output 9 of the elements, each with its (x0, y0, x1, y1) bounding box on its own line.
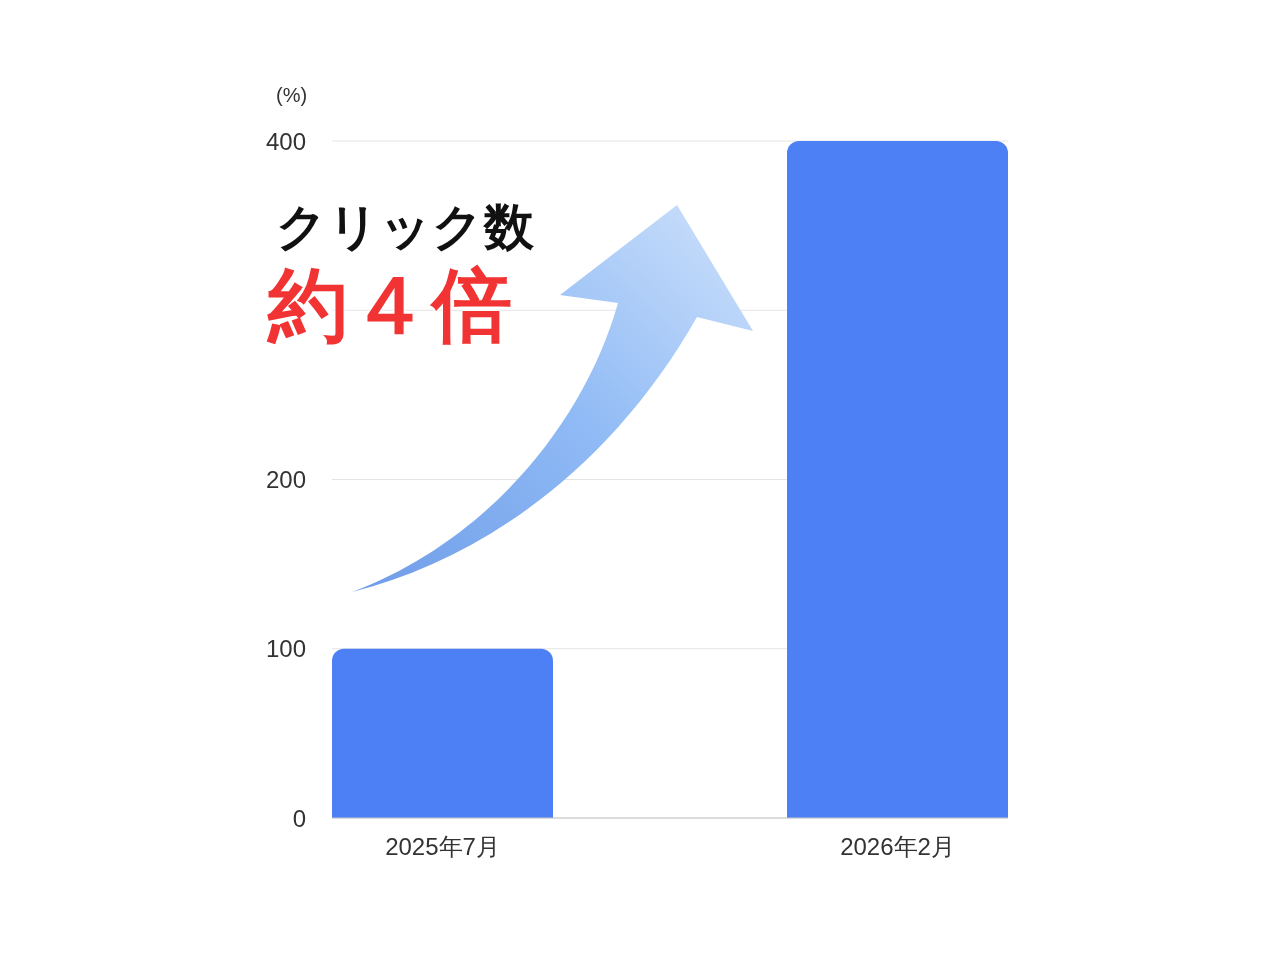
y-tick-label: 200 (265, 466, 306, 494)
x-tick-label: 2025年7月 (385, 833, 500, 861)
y-tick-label: 400 (265, 127, 306, 155)
y-axis-title: (%) (276, 84, 308, 107)
annotation: クリック数 (276, 199, 535, 255)
annotation: 約４倍 (268, 261, 514, 350)
y-tick-label: 0 (292, 804, 306, 832)
y-tick-label: 100 (265, 635, 306, 663)
x-tick-label: 2026年2月 (840, 833, 955, 861)
